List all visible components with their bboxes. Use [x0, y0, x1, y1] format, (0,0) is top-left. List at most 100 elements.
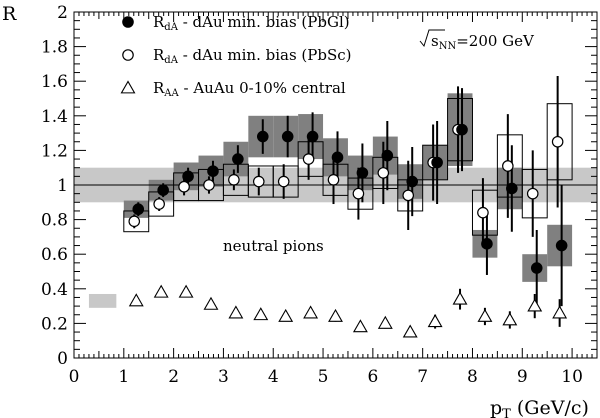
- x-axis-title-subscript: T: [502, 407, 511, 418]
- energy-symbol: s: [431, 32, 439, 50]
- legend: RdA - dAu min. bias (PbGl) RdA - dAu min.…: [120, 13, 352, 99]
- x-tick-label: 6: [367, 367, 378, 387]
- pbsc-marker: [228, 174, 240, 186]
- pbsc-marker: [502, 160, 514, 172]
- pbsc-marker: [302, 153, 315, 165]
- x-axis-title-main: p: [490, 397, 502, 418]
- markers-layer: [128, 123, 568, 338]
- pbgl-marker: [481, 238, 493, 250]
- pbgl-marker: [306, 130, 319, 143]
- legend-marker-pbsc: [122, 49, 134, 61]
- pbsc-marker: [352, 187, 365, 200]
- pbsc-marker: [203, 179, 215, 191]
- pbsc-marker: [128, 215, 141, 228]
- auau-marker: [328, 308, 343, 322]
- pbsc-sys-box: [422, 144, 449, 181]
- pbsc-marker: [153, 198, 165, 210]
- ticks-layer: 0 1 2 3 4 5 6 7 8 9 10 0 0.2 0.4 0.6 0.8 1 1.2 1.4 1.6 1.8 2: [41, 3, 598, 387]
- pbsc-marker: [551, 135, 564, 148]
- y-tick-label: 0.4: [41, 280, 68, 300]
- pbsc-sys-box: [521, 168, 548, 219]
- auau-marker: [552, 305, 568, 319]
- y-tick-label: 0.6: [41, 245, 68, 265]
- pbgl-marker: [530, 262, 543, 274]
- pbgl-marker: [207, 165, 219, 177]
- pbgl-marker: [182, 170, 194, 183]
- pbgl-marker: [381, 149, 394, 162]
- x-axis-title-unit: (GeV/c): [511, 397, 589, 418]
- auau-marker: [153, 284, 169, 298]
- x-tick-label: 4: [268, 367, 279, 387]
- pbgl-marker: [456, 123, 468, 136]
- pbgl-marker: [331, 151, 344, 164]
- auau-marker: [278, 308, 294, 322]
- y-tick-label: 1.4: [41, 107, 68, 127]
- pbsc-marker: [327, 174, 340, 186]
- auau-scale-band: [88, 293, 117, 308]
- x-tick-label: 1: [118, 367, 129, 387]
- pbsc-marker: [477, 206, 489, 219]
- y-tick-label: 1.8: [41, 38, 68, 58]
- x-axis-title: pT (GeV/c): [490, 397, 589, 418]
- auau-marker: [128, 293, 144, 307]
- pbsc-sys-box: [471, 189, 498, 236]
- pbsc-marker: [402, 189, 415, 202]
- legend-entry-label: RdA - dAu min. bias (PbGl): [153, 13, 350, 33]
- energy-value: =200 GeV: [456, 32, 535, 50]
- y-tick-label: 1.2: [41, 141, 68, 161]
- pbgl-marker: [132, 203, 145, 216]
- auau-marker: [527, 298, 543, 312]
- auau-marker: [352, 319, 368, 333]
- y-tick-label: 0.2: [41, 314, 68, 334]
- pbsc-marker: [377, 167, 390, 179]
- sqrt-symbol: [419, 29, 445, 48]
- pbgl-marker: [406, 175, 419, 188]
- x-tick-label: 9: [517, 367, 528, 387]
- auau-marker: [377, 315, 393, 329]
- y-tick-label: 0.8: [41, 211, 68, 231]
- pbsc-sys-box: [447, 98, 473, 162]
- pbgl-marker: [157, 184, 169, 196]
- x-tick-label: 8: [467, 367, 478, 387]
- y-tick-label: 0: [57, 349, 68, 369]
- y-tick-label: 1.6: [41, 72, 68, 92]
- pbgl-marker: [506, 182, 518, 195]
- x-tick-label: 2: [168, 367, 179, 387]
- pbgl-marker: [555, 239, 568, 252]
- x-tick-label: 0: [69, 367, 80, 387]
- auau-marker: [178, 284, 194, 298]
- legend-entry-label: RdA - dAu min. bias (PbSc): [153, 46, 352, 66]
- auau-marker: [502, 312, 518, 326]
- legend-marker-pbgl: [122, 16, 134, 28]
- legend-marker-auau: [120, 80, 136, 94]
- neutral-pions-label: neutral pions: [223, 237, 324, 255]
- pbsc-marker: [277, 175, 290, 188]
- y-tick-label: 2: [57, 3, 68, 23]
- pbsc-sys-box: [546, 103, 573, 181]
- pbgl-marker: [232, 153, 244, 165]
- pbgl-marker: [356, 167, 369, 179]
- auau-marker: [303, 305, 319, 319]
- auau-marker: [477, 308, 493, 322]
- auau-marker: [452, 291, 468, 305]
- systematic-errors-layer: [123, 93, 573, 282]
- pbsc-marker: [526, 187, 539, 200]
- x-tick-label: 7: [417, 367, 428, 387]
- y-axis-title: R: [2, 3, 17, 25]
- pbgl-marker: [281, 130, 294, 143]
- legend-entry-label: RAA - AuAu 0-10% central: [153, 79, 346, 99]
- pbgl-marker: [431, 156, 443, 169]
- auau-marker: [427, 314, 443, 328]
- auau-marker: [228, 305, 244, 319]
- auau-marker: [402, 324, 418, 338]
- pbsc-marker: [178, 180, 190, 193]
- energy-subscript: NN: [439, 41, 457, 52]
- pbgl-marker: [256, 130, 269, 143]
- pbsc-marker: [252, 175, 265, 188]
- energy-annotation: sNN=200 GeV: [419, 29, 535, 52]
- svg-text:sNN=200 GeV: sNN=200 GeV: [431, 32, 535, 52]
- x-tick-label: 5: [318, 367, 329, 387]
- pbsc-sys-box: [272, 165, 299, 198]
- auau-marker: [203, 296, 219, 310]
